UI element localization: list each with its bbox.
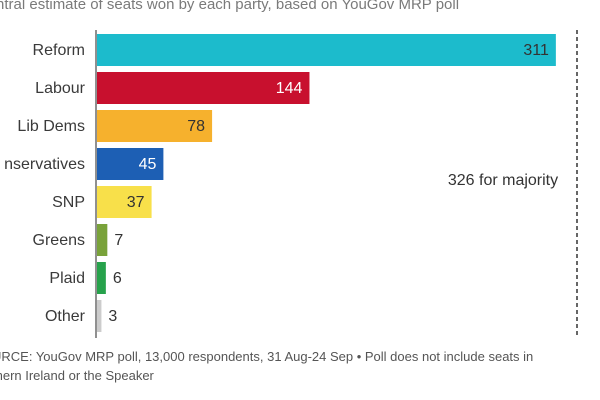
- bar-plaid: [97, 262, 106, 294]
- bar-lib-dems: [97, 110, 213, 142]
- category-label-labour: Labour: [35, 80, 85, 97]
- bar-greens: [97, 224, 108, 256]
- value-label-other: 3: [108, 308, 117, 325]
- value-label-reform: 311: [523, 42, 549, 59]
- bars-group: Reform 311 Labour 144 Lib Dems 78 nservatives 4…: [4, 34, 556, 332]
- category-label-lib-dems: Lib Dems: [17, 118, 85, 135]
- category-label-nservatives: nservatives: [4, 156, 85, 173]
- value-label-labour: 144: [276, 80, 303, 97]
- chart-subtitle: ntral estimate of seats won by each part…: [0, 0, 460, 13]
- source-note: URCE: YouGov MRP poll, 13,000 respondent…: [0, 347, 592, 385]
- value-label-lib-dems: 78: [187, 118, 205, 135]
- value-label-nservatives: 45: [139, 156, 157, 173]
- bar-reform: [97, 34, 556, 66]
- bar-snp: [97, 186, 152, 218]
- bar-other: [97, 300, 102, 332]
- category-label-greens: Greens: [33, 232, 85, 249]
- bar-chart: 326 for majority Reform 311 Labour 144 Lib D…: [4, 30, 578, 338]
- source-line-1: URCE: YouGov MRP poll, 13,000 respondent…: [0, 349, 534, 364]
- category-label-plaid: Plaid: [49, 270, 85, 287]
- category-label-reform: Reform: [33, 42, 85, 59]
- value-label-plaid: 6: [113, 270, 122, 287]
- bar-labour: [97, 72, 310, 104]
- value-label-greens: 7: [114, 232, 123, 249]
- value-label-snp: 37: [127, 194, 145, 211]
- category-label-snp: SNP: [52, 194, 85, 211]
- bar-nservatives: [97, 148, 164, 180]
- category-label-other: Other: [45, 308, 86, 325]
- source-line-2: thern Ireland or the Speaker: [0, 368, 154, 383]
- majority-label: 326 for majority: [448, 172, 558, 189]
